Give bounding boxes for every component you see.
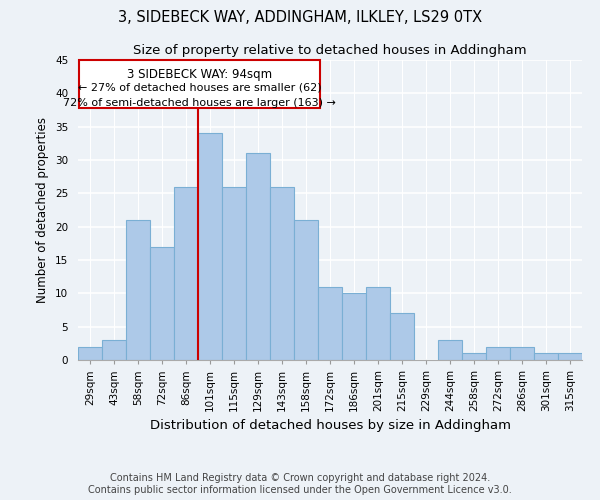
Text: 72% of semi-detached houses are larger (163) →: 72% of semi-detached houses are larger (… [64,98,336,108]
Bar [462,354,486,360]
Bar [390,314,414,360]
Bar [534,354,558,360]
X-axis label: Distribution of detached houses by size in Addingham: Distribution of detached houses by size … [149,420,511,432]
Bar [150,246,174,360]
Text: ← 27% of detached houses are smaller (62): ← 27% of detached houses are smaller (62… [78,82,322,92]
Bar [222,186,246,360]
Bar [198,134,222,360]
Bar [486,346,510,360]
Title: Size of property relative to detached houses in Addingham: Size of property relative to detached ho… [133,44,527,58]
Text: Contains HM Land Registry data © Crown copyright and database right 2024.
Contai: Contains HM Land Registry data © Crown c… [88,474,512,495]
Bar [126,220,150,360]
Bar [78,346,102,360]
Bar [246,154,270,360]
Bar [438,340,462,360]
Text: 3 SIDEBECK WAY: 94sqm: 3 SIDEBECK WAY: 94sqm [127,68,272,81]
Bar [558,354,582,360]
Bar [342,294,366,360]
Bar [366,286,390,360]
Bar [510,346,534,360]
FancyBboxPatch shape [79,60,320,108]
Y-axis label: Number of detached properties: Number of detached properties [37,117,49,303]
Bar [102,340,126,360]
Bar [174,186,198,360]
Bar [270,186,294,360]
Bar [294,220,318,360]
Text: 3, SIDEBECK WAY, ADDINGHAM, ILKLEY, LS29 0TX: 3, SIDEBECK WAY, ADDINGHAM, ILKLEY, LS29… [118,10,482,25]
Bar [318,286,342,360]
